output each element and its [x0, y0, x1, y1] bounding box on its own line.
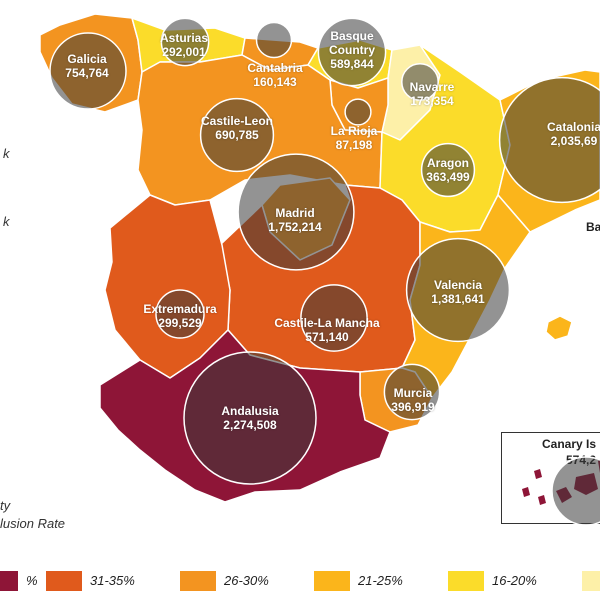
legend-label: % — [26, 573, 38, 588]
value-andalusia: 2,274,508 — [223, 418, 277, 432]
legend-label: 26-30% — [224, 573, 269, 588]
legend-swatch — [180, 571, 216, 591]
value-valencia: 1,381,641 — [431, 292, 485, 306]
label-cantabria: Cantabria 160,143 — [247, 61, 302, 89]
value-castile-leon: 690,785 — [215, 128, 259, 142]
bubble-navarre[interactable] — [401, 63, 439, 101]
bubble-la-rioja[interactable] — [344, 98, 372, 126]
value-navarre: 173,354 — [410, 94, 454, 108]
bubble-catalonia[interactable] — [498, 76, 600, 204]
canary-islands-inset[interactable]: Canary Is 574,2 — [501, 432, 600, 525]
label-murcia: Murcia 396,919 — [391, 386, 434, 414]
value-catalonia: 2,035,69 — [550, 134, 598, 148]
label-basque: Basque Country 589,844 — [329, 29, 375, 71]
legend-swatch — [448, 571, 484, 591]
bubble-castile-leon[interactable] — [199, 97, 275, 173]
canary-island-shape — [538, 495, 546, 505]
value-extremadura: 299,529 — [158, 316, 202, 330]
value-basque: 589,844 — [330, 57, 374, 71]
label-madrid: Madrid 1,752,214 — [268, 206, 321, 234]
value-madrid: 1,752,214 — [268, 220, 322, 234]
bubble-basque[interactable] — [317, 17, 387, 87]
bubble-galicia[interactable] — [49, 32, 127, 110]
bubble-andalusia[interactable] — [183, 351, 317, 485]
name-asturias: Asturias — [159, 31, 209, 45]
label-castile-la-mancha: Castile-La Mancha 571,140 — [274, 316, 379, 344]
legend-label: 21-25% — [358, 573, 403, 588]
value-galicia: 754,764 — [65, 66, 109, 80]
legend-label: 16-20% — [492, 573, 537, 588]
bubble-aragon[interactable] — [420, 142, 476, 198]
legend-swatch — [46, 571, 82, 591]
canary-title: Canary Is — [542, 437, 597, 451]
side-text-b: k — [3, 214, 10, 229]
label-asturias: Asturias 292,001 — [160, 31, 208, 59]
value-castile-la-mancha: 571,140 — [305, 330, 349, 344]
label-extremadura: Extremadura 299,529 — [143, 302, 216, 330]
name-valencia: Valencia — [433, 278, 483, 292]
legend-label: 31-35% — [90, 573, 135, 588]
name-castile-leon: Castile-Leon — [200, 114, 274, 128]
legend-swatch — [0, 571, 18, 591]
bubble-extremadura[interactable] — [155, 289, 205, 339]
name-basque-line2: Country — [329, 43, 375, 57]
value-aragon: 363,499 — [426, 170, 470, 184]
side-text-a: k — [3, 146, 10, 161]
canary-bubble — [551, 456, 600, 525]
bubble-murcia[interactable] — [383, 363, 441, 421]
name-extremadura: Extremadura — [143, 302, 217, 316]
bubble-madrid[interactable] — [237, 153, 355, 271]
value-asturias: 292,001 — [162, 45, 206, 59]
value-la-rioja: 87,198 — [335, 138, 373, 152]
legend: % 31-35% 26-30% 21-25% 16-20% — [0, 566, 600, 600]
name-navarre: Navarre — [409, 80, 455, 94]
label-navarre: Navarre 173,354 — [410, 80, 455, 108]
label-catalonia: Catalonia 2,035,69 — [547, 120, 600, 148]
canary-island-shape — [534, 469, 542, 479]
name-la-rioja: La Rioja — [330, 124, 378, 138]
name-aragon: Aragon — [426, 156, 469, 170]
canary-islands-map — [522, 456, 600, 525]
name-castile-la-mancha: Castile-La Mancha — [274, 316, 380, 330]
balearic-label: Ba — [586, 220, 600, 234]
value-cantabria: 160,143 — [253, 75, 297, 89]
legend-swatch — [314, 571, 350, 591]
side-text-c: ty — [0, 498, 11, 513]
bubble-asturias[interactable] — [160, 17, 210, 67]
name-galicia: Galicia — [67, 52, 107, 66]
name-cantabria: Cantabria — [247, 61, 303, 75]
balearic-islands-shape[interactable] — [545, 315, 573, 341]
label-la-rioja: La Rioja 87,198 — [331, 124, 378, 152]
side-text-d: lusion Rate — [0, 516, 66, 531]
label-andalusia: Andalusia 2,274,508 — [221, 404, 278, 432]
bubble-castilla-la-mancha[interactable] — [300, 284, 368, 352]
legend-swatch — [582, 571, 600, 591]
value-murcia: 396,919 — [391, 400, 435, 414]
name-andalusia: Andalusia — [221, 404, 279, 418]
name-basque-line1: Basque — [330, 29, 374, 43]
name-madrid: Madrid — [275, 206, 315, 220]
bubble-valencia[interactable] — [405, 237, 511, 343]
label-aragon: Aragon 363,499 — [426, 156, 469, 184]
name-catalonia: Catalonia — [546, 120, 600, 134]
canary-island-shape — [522, 487, 530, 497]
label-castile-leon: Castile-Leon 690,785 — [201, 114, 273, 142]
bubble-cantabria[interactable] — [255, 21, 293, 59]
label-valencia: Valencia 1,381,641 — [431, 278, 484, 306]
label-galicia: Galicia 754,764 — [65, 52, 108, 80]
name-murcia: Murcia — [393, 386, 433, 400]
